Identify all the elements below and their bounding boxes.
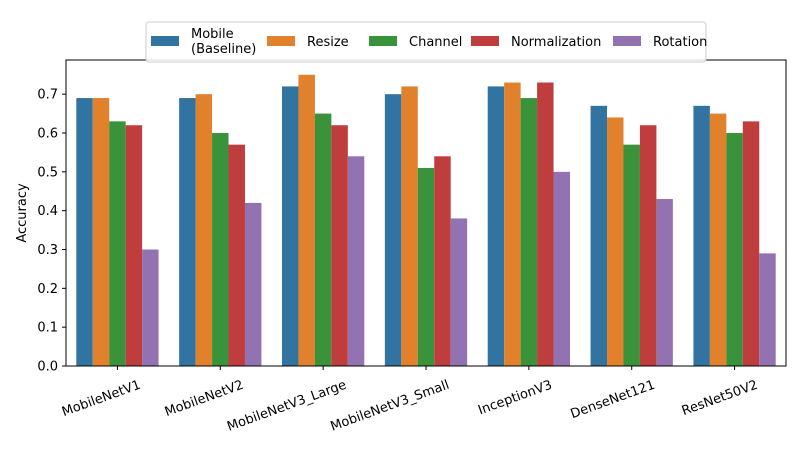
bar-mobile-baseline-resnet50v2 (693, 105, 710, 366)
bar-resize-resnet50v2 (709, 113, 727, 366)
bar-channel-mobilenetv3-small (417, 167, 435, 366)
x-tick-label: InceptionV3 (476, 378, 554, 419)
legend-label: Channel (409, 35, 462, 50)
bar-mobile-baseline-densenet121 (590, 105, 608, 366)
bar-rotation-mobilenetv1 (142, 249, 159, 366)
bar-mobile-baseline-mobilenetv1 (76, 98, 93, 366)
legend-swatch (471, 36, 499, 46)
y-tick-label: 0.1 (37, 321, 58, 336)
bar-mobile-baseline-mobilenetv3-small (384, 94, 402, 367)
bar-normalization-densenet121 (639, 125, 657, 367)
y-tick-label: 0.3 (37, 243, 58, 258)
y-tick-label: 0.4 (37, 204, 58, 219)
bar-rotation-resnet50v2 (759, 253, 776, 366)
bar-normalization-mobilenetv3-large (331, 125, 348, 367)
bar-rotation-inceptionv3 (553, 171, 570, 366)
legend-label: Normalization (511, 35, 601, 50)
x-tick-label: MobileNetV1 (60, 378, 143, 420)
y-tick-label: 0.7 (37, 88, 58, 103)
bar-mobile-baseline-inceptionv3 (487, 86, 505, 366)
bar-resize-mobilenetv2 (195, 94, 213, 367)
bar-rotation-densenet121 (656, 199, 673, 366)
bar-resize-mobilenetv3-small (401, 86, 418, 366)
legend-swatch (369, 36, 397, 46)
legend-swatch (613, 36, 641, 46)
bar-channel-inceptionv3 (520, 98, 538, 366)
bar-channel-mobilenetv2 (212, 133, 229, 366)
bar-resize-inceptionv3 (504, 82, 521, 367)
bar-rotation-mobilenetv3-small (450, 218, 468, 366)
y-tick-label: 0.2 (37, 282, 58, 297)
x-tick-label: DenseNet121 (569, 378, 657, 422)
y-axis-label: Accuracy (15, 183, 30, 243)
bar-resize-densenet121 (607, 117, 624, 366)
x-tick-label: MobileNetV2 (163, 378, 246, 420)
legend-label: Rotation (653, 35, 707, 50)
legend: Mobile (Baseline) Resize Channel Normalizati… (145, 21, 707, 63)
bars-layer (76, 74, 776, 367)
bar-resize-mobilenetv1 (92, 98, 110, 366)
bar-channel-mobilenetv1 (109, 121, 126, 366)
bar-rotation-mobilenetv3-large (347, 156, 365, 366)
y-tick-label: 0.0 (37, 360, 58, 375)
y-tick-label: 0.5 (37, 165, 58, 180)
bar-mobile-baseline-mobilenetv3-large (282, 86, 299, 366)
bar-channel-mobilenetv3-large (314, 113, 332, 366)
bar-rotation-mobilenetv2 (244, 202, 262, 366)
bar-channel-resnet50v2 (726, 133, 743, 366)
bar-channel-densenet121 (623, 144, 640, 366)
bar-normalization-inceptionv3 (537, 82, 554, 367)
bar-normalization-mobilenetv2 (228, 144, 245, 366)
bar-mobile-baseline-mobilenetv2 (179, 98, 196, 366)
legend-label: Resize (307, 35, 349, 50)
legend-swatch (151, 36, 179, 46)
y-tick-label: 0.6 (37, 127, 58, 142)
legend-box (145, 21, 707, 63)
legend-label: Mobile (Baseline) (191, 27, 256, 57)
bar-normalization-mobilenetv1 (125, 125, 143, 367)
bar-normalization-mobilenetv3-small (434, 156, 451, 366)
x-tick-label: ResNet50V2 (680, 378, 760, 419)
bar-resize-mobilenetv3-large (298, 74, 315, 366)
bar-normalization-resnet50v2 (742, 121, 760, 366)
x-tick-label: MobileNetV3_Small (329, 378, 452, 435)
legend-swatch (267, 36, 295, 46)
